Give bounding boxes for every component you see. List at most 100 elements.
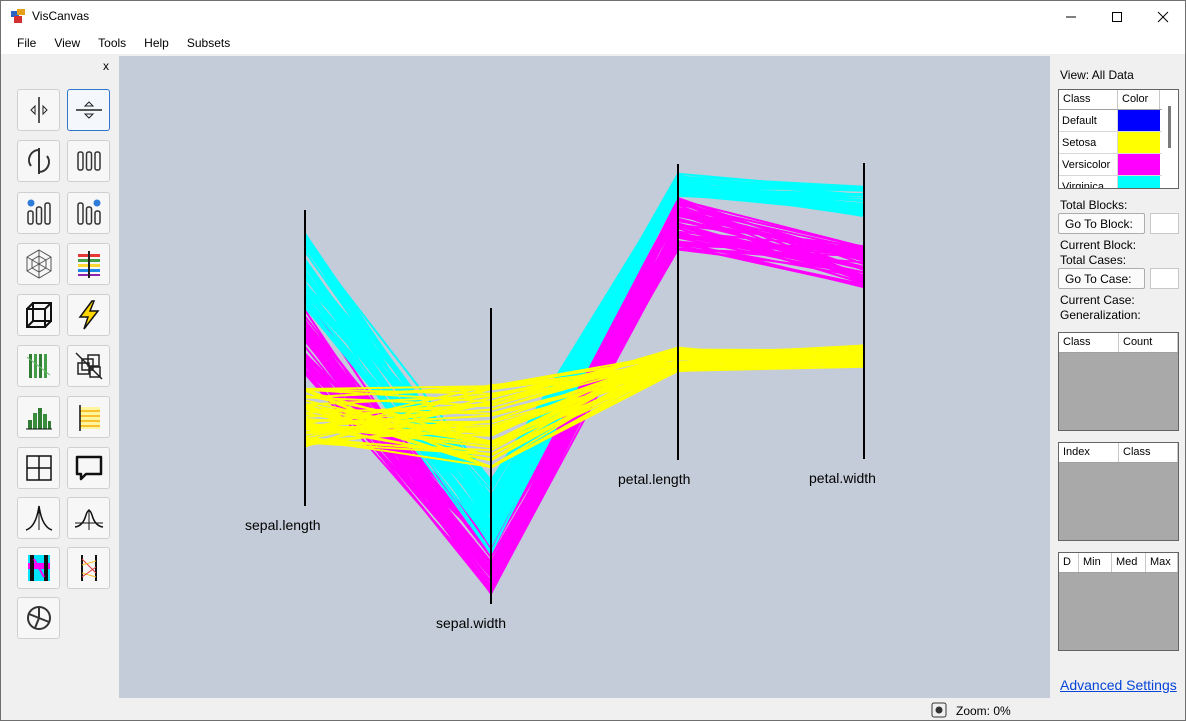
tool-hide-cubes[interactable] <box>67 345 110 387</box>
scrollbar-thumb[interactable] <box>1168 106 1171 148</box>
class-color-swatch[interactable] <box>1118 110 1160 131</box>
close-button[interactable] <box>1140 1 1186 32</box>
data-line-setosa <box>304 347 865 441</box>
tool-shift-left[interactable] <box>17 192 60 234</box>
title-bar: VisCanvas <box>1 1 1185 32</box>
count-header: Count <box>1119 333 1178 352</box>
data-line-versicolor <box>304 196 865 593</box>
median-header: Med <box>1112 553 1146 572</box>
tool-comment[interactable] <box>67 447 110 489</box>
green-lines-icon <box>26 354 50 378</box>
class-row[interactable]: Setosa <box>1059 132 1178 154</box>
dimension-header: D <box>1059 553 1079 572</box>
class-color-swatch[interactable] <box>1118 132 1160 153</box>
tool-highlight[interactable] <box>17 547 60 589</box>
class-color-swatch[interactable] <box>1118 154 1160 175</box>
menu-view[interactable]: View <box>54 36 81 50</box>
tool-peak[interactable] <box>17 497 60 539</box>
go-to-block-button[interactable]: Go To Block: <box>1058 213 1145 234</box>
class-row[interactable]: Default <box>1059 110 1178 132</box>
tool-histogram[interactable] <box>17 396 60 438</box>
go-to-block-input[interactable] <box>1150 213 1179 234</box>
class-row[interactable]: Versicolor <box>1059 154 1178 176</box>
parallel-bars-icon <box>76 151 101 171</box>
lightning-icon <box>78 300 100 330</box>
tool-radial[interactable] <box>17 243 60 285</box>
tool-color-bars[interactable] <box>67 243 110 285</box>
go-to-case-button[interactable]: Go To Case: <box>1058 268 1145 289</box>
tool-yellow-bars[interactable] <box>67 396 110 438</box>
flip-horizontal-icon <box>29 97 48 123</box>
tool-green-lines[interactable] <box>17 345 60 387</box>
data-line-versicolor <box>304 201 865 571</box>
tool-bell-curve[interactable] <box>67 497 110 539</box>
menu-help[interactable]: Help <box>144 36 169 50</box>
tool-shift-right[interactable] <box>67 192 110 234</box>
maximize-button[interactable] <box>1094 1 1140 32</box>
class-color-grid[interactable]: Class Color Default Setosa Versicolor Vi… <box>1058 89 1179 189</box>
color-header: Color <box>1118 90 1160 109</box>
flip-vertical-icon <box>75 101 102 119</box>
menu-bar: File View Tools Help Subsets <box>1 32 1185 54</box>
yellow-bars-icon <box>78 405 100 431</box>
total-blocks-label: Total Blocks: <box>1060 198 1128 212</box>
visualization-canvas[interactable]: sepal.length sepal.width petal.length pe… <box>119 56 1050 698</box>
cube-icon <box>25 302 52 328</box>
generalization-label: Generalization: <box>1060 308 1141 322</box>
go-to-case-input[interactable] <box>1150 268 1179 289</box>
class-count-grid[interactable]: Class Count <box>1058 332 1179 431</box>
current-block-label: Current Block: <box>1060 238 1137 252</box>
statistics-grid[interactable]: D Min Med Max <box>1058 552 1179 651</box>
radial-icon <box>26 249 51 279</box>
advanced-settings-link[interactable]: Advanced Settings <box>1060 677 1177 693</box>
class-header: Class <box>1059 90 1118 109</box>
tool-lightning[interactable] <box>67 294 110 336</box>
index-class-grid[interactable]: Index Class <box>1058 442 1179 541</box>
class-header: Class <box>1059 333 1119 352</box>
tool-panel: x <box>5 56 118 697</box>
max-header: Max <box>1146 553 1178 572</box>
data-line-setosa <box>304 351 865 469</box>
highlight-icon <box>27 555 50 581</box>
axis-label-petal-width: petal.width <box>809 470 876 486</box>
class-row[interactable]: Virginica <box>1059 176 1178 188</box>
class-header: Class <box>1119 443 1178 462</box>
data-line-setosa <box>304 352 865 407</box>
class-name: Default <box>1059 110 1118 131</box>
zoom-icon[interactable] <box>931 702 947 718</box>
color-bars-icon <box>77 251 100 278</box>
total-cases-label: Total Cases: <box>1060 253 1127 267</box>
tool-grid[interactable] <box>17 447 60 489</box>
data-line-setosa <box>304 363 865 434</box>
grid-icon <box>25 455 52 481</box>
parallel-coordinates-plot[interactable] <box>119 56 1050 698</box>
right-panel: View: All Data Class Color Default Setos… <box>1051 56 1185 698</box>
tool-reset[interactable] <box>17 597 60 639</box>
axis-label-sepal-length: sepal.length <box>245 517 321 533</box>
peak-icon <box>25 505 52 531</box>
class-color-swatch[interactable] <box>1118 176 1160 188</box>
menu-subsets[interactable]: Subsets <box>186 36 231 50</box>
hide-cubes-icon <box>74 352 103 380</box>
tool-panel-close-button[interactable]: x <box>103 59 109 73</box>
tool-rotate[interactable] <box>17 140 60 182</box>
maximize-icon <box>1112 11 1122 22</box>
tool-parallel-bars[interactable] <box>67 140 110 182</box>
data-line-virginica <box>304 184 865 523</box>
menu-file[interactable]: File <box>17 36 37 50</box>
tool-flip-horizontal[interactable] <box>17 89 60 131</box>
tool-flip-vertical[interactable] <box>67 89 110 131</box>
menu-tools[interactable]: Tools <box>98 36 127 50</box>
tool-network[interactable] <box>67 547 110 589</box>
network-icon <box>80 555 97 581</box>
axis-label-sepal-width: sepal.width <box>436 615 507 631</box>
series-virginica <box>304 172 865 556</box>
data-line-virginica <box>304 190 865 503</box>
minimize-button[interactable] <box>1048 1 1094 32</box>
class-grid-scrollbar[interactable] <box>1162 90 1178 188</box>
reset-icon <box>26 606 51 630</box>
class-name: Versicolor <box>1059 154 1118 175</box>
tool-cube[interactable] <box>17 294 60 336</box>
axis-label-petal-length: petal.length <box>618 471 691 487</box>
series-setosa <box>304 344 865 469</box>
